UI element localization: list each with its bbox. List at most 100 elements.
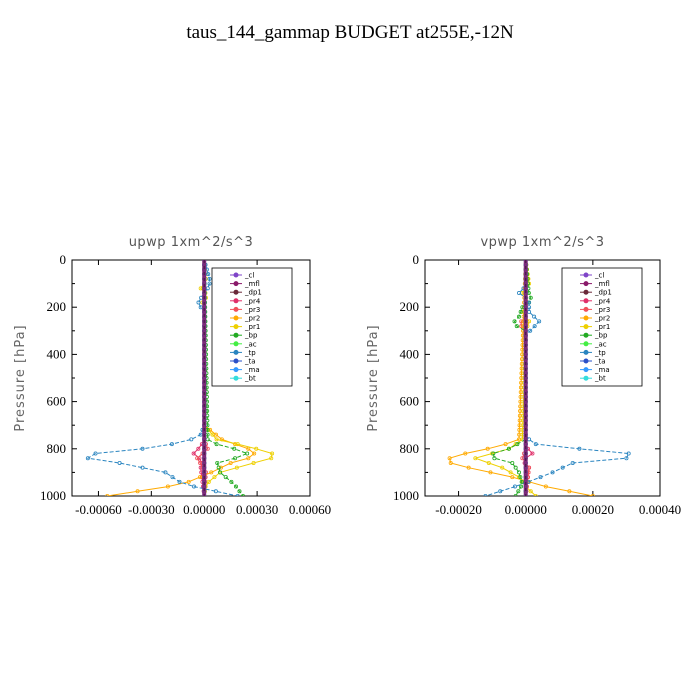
- series-marker: [214, 437, 219, 442]
- legend-label: _bt: [594, 375, 606, 383]
- legend-marker: [233, 324, 239, 330]
- series-marker: [198, 460, 203, 465]
- legend-label: _cl: [594, 272, 604, 280]
- y-tick-label: 400: [47, 346, 67, 361]
- legend-marker: [583, 341, 589, 347]
- series-marker: [498, 489, 503, 494]
- legend-label: _pr2: [244, 315, 260, 323]
- legend-label: _pr3: [244, 306, 260, 314]
- series-marker: [213, 489, 218, 494]
- legend-label: _pr4: [244, 297, 261, 305]
- panel-title: vpwp 1xm^2/s^3: [480, 235, 604, 250]
- series-marker: [177, 479, 182, 484]
- series-marker: [228, 460, 233, 465]
- legend-marker: [233, 341, 239, 347]
- legend-marker: [583, 298, 589, 304]
- legend-label: _mfl: [244, 280, 260, 288]
- y-tick-label: 600: [400, 394, 420, 409]
- series-marker: [537, 319, 542, 324]
- x-tick-label: -0.00030: [128, 502, 175, 517]
- legend-marker: [233, 306, 239, 312]
- series-marker: [567, 489, 572, 494]
- x-tick-label: -0.00060: [75, 502, 122, 517]
- legend-label: _mfl: [594, 280, 610, 288]
- figure-title: taus_144_gammap BUDGET at255E,-12N: [186, 22, 514, 43]
- series-marker: [223, 475, 228, 480]
- legend-marker: [233, 375, 239, 381]
- x-tick-label: 0.00000: [505, 502, 547, 517]
- series-marker: [626, 451, 631, 456]
- series-marker: [245, 451, 250, 456]
- series-marker: [528, 295, 533, 300]
- series-marker: [234, 465, 239, 470]
- legend-marker: [583, 324, 589, 330]
- x-tick-label: -0.00020: [435, 502, 482, 517]
- series-marker: [488, 470, 493, 475]
- series-marker: [170, 475, 175, 480]
- legend-label: _pr2: [594, 315, 610, 323]
- series-marker: [512, 484, 517, 489]
- series-marker: [218, 470, 223, 475]
- legend-box: [561, 267, 643, 387]
- series-marker: [466, 465, 471, 470]
- series-marker: [517, 470, 522, 475]
- y-tick-label: 0: [413, 252, 420, 267]
- legend-marker: [583, 315, 589, 321]
- series-marker: [560, 465, 565, 470]
- series-marker: [514, 324, 519, 329]
- series-marker: [519, 319, 524, 324]
- legend-marker: [233, 349, 239, 355]
- legend-label: _ma: [594, 366, 610, 374]
- legend-label: _bp: [244, 332, 258, 340]
- series-marker: [195, 456, 200, 461]
- x-tick-label: 0.00060: [289, 502, 331, 517]
- series-marker: [237, 489, 242, 494]
- legend-box: [211, 267, 293, 387]
- series-marker: [207, 276, 212, 281]
- legend-label: _ac: [594, 340, 607, 348]
- series-marker: [251, 460, 256, 465]
- series-marker: [473, 456, 478, 461]
- series-marker: [528, 328, 533, 333]
- series-marker: [135, 489, 140, 494]
- legend-label: _ta: [244, 358, 256, 366]
- legend-label: _pr4: [594, 297, 611, 305]
- legend-label: _ta: [594, 358, 606, 366]
- series-marker: [533, 494, 538, 496]
- legend-label: _pr3: [594, 306, 610, 314]
- series-marker: [206, 272, 211, 277]
- series-marker: [515, 442, 520, 447]
- series-marker: [235, 442, 240, 447]
- legend-marker: [233, 367, 239, 373]
- legend-marker: [583, 306, 589, 312]
- legend-marker: [233, 289, 239, 295]
- series-marker: [519, 479, 524, 484]
- series-marker: [252, 451, 257, 456]
- series-marker: [270, 451, 275, 456]
- series-marker: [85, 456, 90, 461]
- series-marker: [577, 446, 582, 451]
- series-marker: [93, 451, 98, 456]
- series-marker: [105, 494, 110, 496]
- legend-marker: [583, 367, 589, 373]
- y-tick-label: 800: [400, 441, 420, 456]
- panel-title: upwp 1xm^2/s^3: [129, 235, 254, 250]
- series-marker: [517, 291, 522, 296]
- series-marker: [570, 460, 575, 465]
- series-marker: [533, 442, 538, 447]
- legend-marker: [583, 272, 589, 278]
- series-marker: [216, 465, 221, 470]
- series-marker: [205, 437, 210, 442]
- x-tick-label: 0.00020: [572, 502, 614, 517]
- series-marker: [215, 460, 220, 465]
- series-marker: [212, 475, 217, 480]
- series-marker: [196, 300, 201, 305]
- series-marker: [590, 494, 595, 496]
- y-tick-label: 800: [47, 441, 67, 456]
- series-marker: [448, 460, 453, 465]
- series-marker: [269, 456, 274, 461]
- y-tick-label: 1000: [40, 488, 66, 503]
- series-marker: [189, 437, 194, 442]
- series-marker: [235, 494, 240, 496]
